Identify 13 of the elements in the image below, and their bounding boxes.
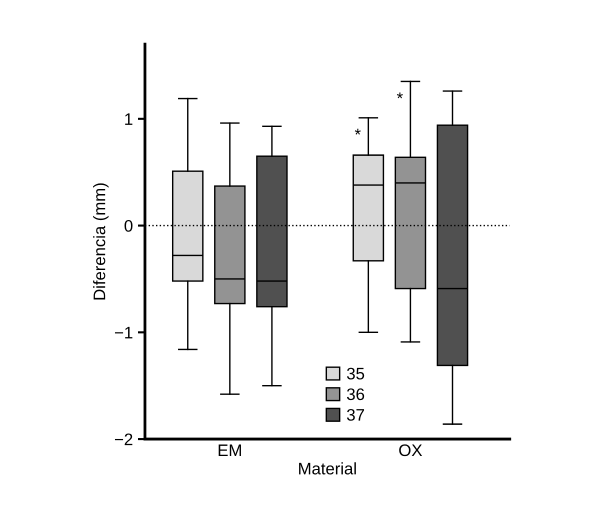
- x-tick-label: EM: [218, 444, 241, 456]
- x-tick-label: OX: [399, 444, 422, 456]
- annotation: *: [396, 92, 403, 98]
- annotation: *: [354, 128, 361, 135]
- legend-label: 37: [346, 408, 364, 421]
- y-tick-label: 1: [125, 113, 132, 125]
- y-tick-label: −2: [114, 433, 132, 446]
- legend-label: 36: [346, 388, 364, 400]
- y-tick-label: 0: [124, 220, 132, 232]
- y-axis-title: Diferencia (mm): [93, 183, 109, 300]
- x-axis-title: Material: [299, 462, 356, 474]
- y-tick-label: −1: [114, 326, 132, 338]
- legend-label: 35: [346, 368, 364, 380]
